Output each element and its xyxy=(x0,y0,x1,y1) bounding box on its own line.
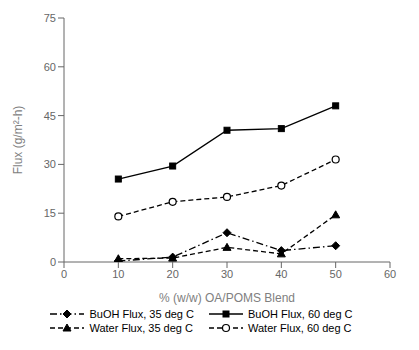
svg-text:15: 15 xyxy=(44,207,56,219)
svg-text:75: 75 xyxy=(44,12,56,24)
svg-text:50: 50 xyxy=(330,268,342,280)
svg-text:10: 10 xyxy=(112,268,124,280)
svg-text:45: 45 xyxy=(44,110,56,122)
svg-text:30: 30 xyxy=(44,158,56,170)
svg-text:60: 60 xyxy=(384,268,396,280)
svg-text:30: 30 xyxy=(221,268,233,280)
svg-text:0: 0 xyxy=(61,268,67,280)
svg-text:20: 20 xyxy=(167,268,179,280)
html-text:BuOH Flux, 60 deg C: BuOH Flux, 60 deg C xyxy=(248,308,353,320)
html-text:Water Flux, 35 deg C: Water Flux, 35 deg C xyxy=(89,322,193,334)
svg-text:Flux (g/m²-h): Flux (g/m²-h) xyxy=(11,106,25,175)
svg-text:% (w/w) OA/POMS Blend: % (w/w) OA/POMS Blend xyxy=(159,291,295,305)
html-text:BuOH Flux, 35 deg C: BuOH Flux, 35 deg C xyxy=(89,308,194,320)
svg-text:0: 0 xyxy=(50,256,56,268)
html-text:Water Flux, 60 deg C: Water Flux, 60 deg C xyxy=(248,322,352,334)
svg-text:60: 60 xyxy=(44,61,56,73)
svg-text:40: 40 xyxy=(275,268,287,280)
